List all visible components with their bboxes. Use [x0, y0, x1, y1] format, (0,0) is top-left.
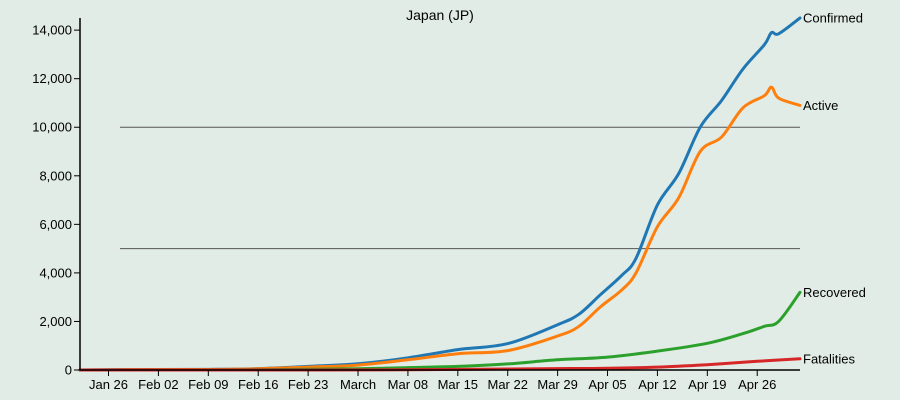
- x-tick-label: Mar 29: [537, 377, 577, 392]
- y-tick-label: 14,000: [32, 23, 72, 38]
- y-tick-label: 0: [65, 363, 72, 378]
- x-tick-label: Feb 23: [288, 377, 328, 392]
- x-tick-label: Apr 12: [638, 377, 676, 392]
- y-tick-label: 8,000: [39, 168, 72, 183]
- x-tick-label: Apr 19: [688, 377, 726, 392]
- reference-lines: [120, 126, 800, 250]
- x-tick-label: March: [340, 377, 376, 392]
- series-label-fatalities: Fatalities: [803, 351, 856, 366]
- series-line-recovered: [78, 290, 802, 372]
- series-label-confirmed: Confirmed: [803, 11, 863, 26]
- y-tick-label: 2,000: [39, 314, 72, 329]
- series-label-active: Active: [803, 98, 838, 113]
- x-tick-label: Feb 16: [238, 377, 278, 392]
- chart-title: Japan (JP): [406, 7, 474, 23]
- x-tick-label: Mar 08: [388, 377, 428, 392]
- x-tick-label: Apr 26: [738, 377, 776, 392]
- series-labels: Confirmed Active Recovered Fatalities: [803, 11, 866, 367]
- y-tick-label: 10,000: [32, 120, 72, 135]
- x-axis-ticks: Jan 26 Feb 02 Feb 09 Feb 16 Feb 23 March Mar 0…: [89, 370, 776, 392]
- y-axis-ticks: 0 2,000 4,000 6,000 8,000 10,000 12,000 14,000: [32, 23, 80, 378]
- x-tick-label: Feb 09: [188, 377, 228, 392]
- x-tick-label: Apr 05: [588, 377, 626, 392]
- x-tick-label: Jan 26: [89, 377, 128, 392]
- y-tick-label: 6,000: [39, 217, 72, 232]
- axes: [79, 18, 800, 371]
- series-layer: [78, 16, 802, 372]
- y-tick-label: 12,000: [32, 71, 72, 86]
- series-line-active: [78, 85, 802, 372]
- series-line-confirmed: [78, 16, 802, 372]
- y-tick-label: 4,000: [39, 265, 72, 280]
- x-tick-label: Mar 22: [487, 377, 527, 392]
- x-tick-label: Mar 15: [438, 377, 478, 392]
- x-tick-label: Feb 02: [138, 377, 178, 392]
- series-label-recovered: Recovered: [803, 285, 866, 300]
